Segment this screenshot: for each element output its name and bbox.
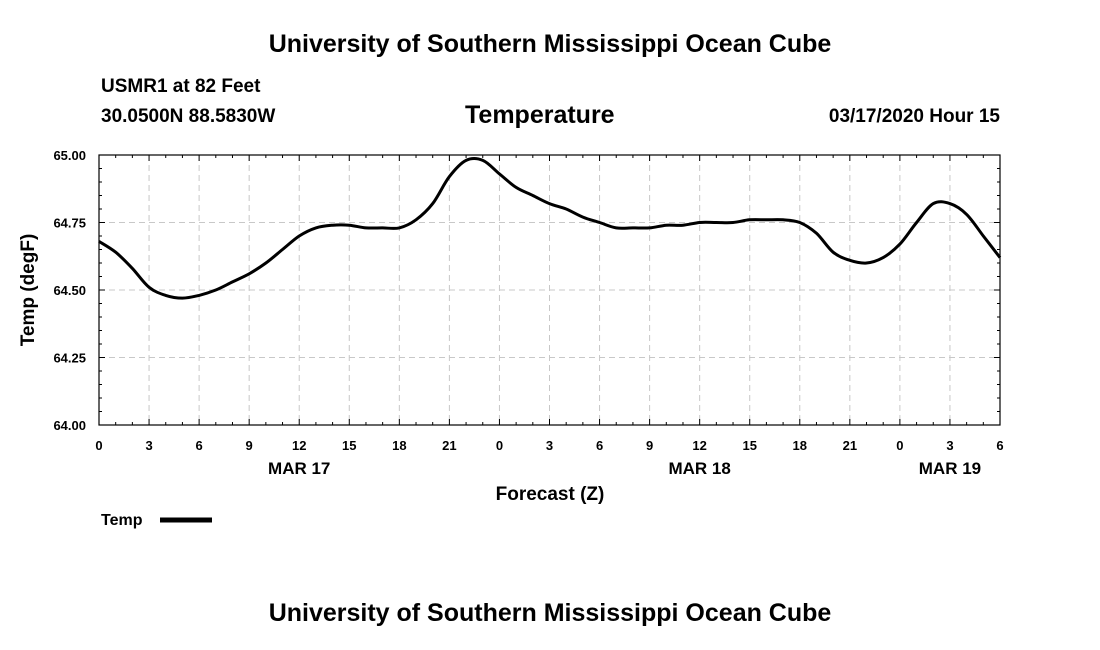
x-axis-label: Forecast (Z) bbox=[496, 484, 605, 505]
x-tick-label: 0 bbox=[95, 438, 102, 453]
y-tick-label: 64.25 bbox=[53, 351, 86, 366]
y-tick-label: 65.00 bbox=[53, 148, 86, 163]
x-tick-label: 18 bbox=[793, 438, 807, 453]
axis-tick-labels: 0 3 6 9 12 15 18 21 0 3 6 9 12 15 18 21 0 3 6 64.00 64.25 64.… bbox=[53, 148, 1003, 478]
y-axis-label: Temp (degF) bbox=[18, 234, 39, 347]
date-label: MAR 18 bbox=[668, 459, 730, 478]
y-tick-label: 64.50 bbox=[53, 283, 86, 298]
chart-title: Temperature bbox=[465, 101, 615, 129]
x-tick-label: 0 bbox=[496, 438, 503, 453]
y-tick-label: 64.00 bbox=[53, 418, 86, 433]
legend-label: Temp bbox=[101, 512, 143, 529]
x-tick-label: 3 bbox=[145, 438, 152, 453]
x-tick-label: 12 bbox=[692, 438, 706, 453]
x-tick-label: 21 bbox=[843, 438, 857, 453]
x-tick-label: 3 bbox=[546, 438, 553, 453]
x-tick-label: 21 bbox=[442, 438, 456, 453]
footer-title: University of Southern Mississippi Ocean… bbox=[268, 599, 832, 627]
x-tick-label: 18 bbox=[392, 438, 406, 453]
y-tick-label: 64.75 bbox=[53, 216, 86, 231]
grid-lines bbox=[99, 155, 1000, 425]
x-tick-label: 15 bbox=[342, 438, 356, 453]
station-label: USMR1 at 82 Feet bbox=[101, 76, 261, 97]
x-tick-label: 9 bbox=[246, 438, 253, 453]
series-layer bbox=[98, 157, 1002, 300]
x-tick-label: 0 bbox=[896, 438, 903, 453]
page-title: University of Southern Mississippi Ocean… bbox=[268, 30, 832, 58]
forecast-datetime: 03/17/2020 Hour 15 bbox=[828, 106, 1000, 127]
x-tick-label: 6 bbox=[195, 438, 202, 453]
x-tick-label: 15 bbox=[742, 438, 756, 453]
x-tick-label: 3 bbox=[946, 438, 953, 453]
date-label: MAR 19 bbox=[919, 459, 981, 478]
x-tick-label: 12 bbox=[292, 438, 306, 453]
date-label: MAR 17 bbox=[268, 459, 330, 478]
series-line-temp bbox=[98, 157, 1002, 300]
station-coordinates: 30.0500N 88.5830W bbox=[101, 106, 276, 127]
x-tick-label: 9 bbox=[646, 438, 653, 453]
plot-frame bbox=[98, 154, 1001, 426]
x-tick-label: 6 bbox=[996, 438, 1003, 453]
x-tick-label: 6 bbox=[596, 438, 603, 453]
